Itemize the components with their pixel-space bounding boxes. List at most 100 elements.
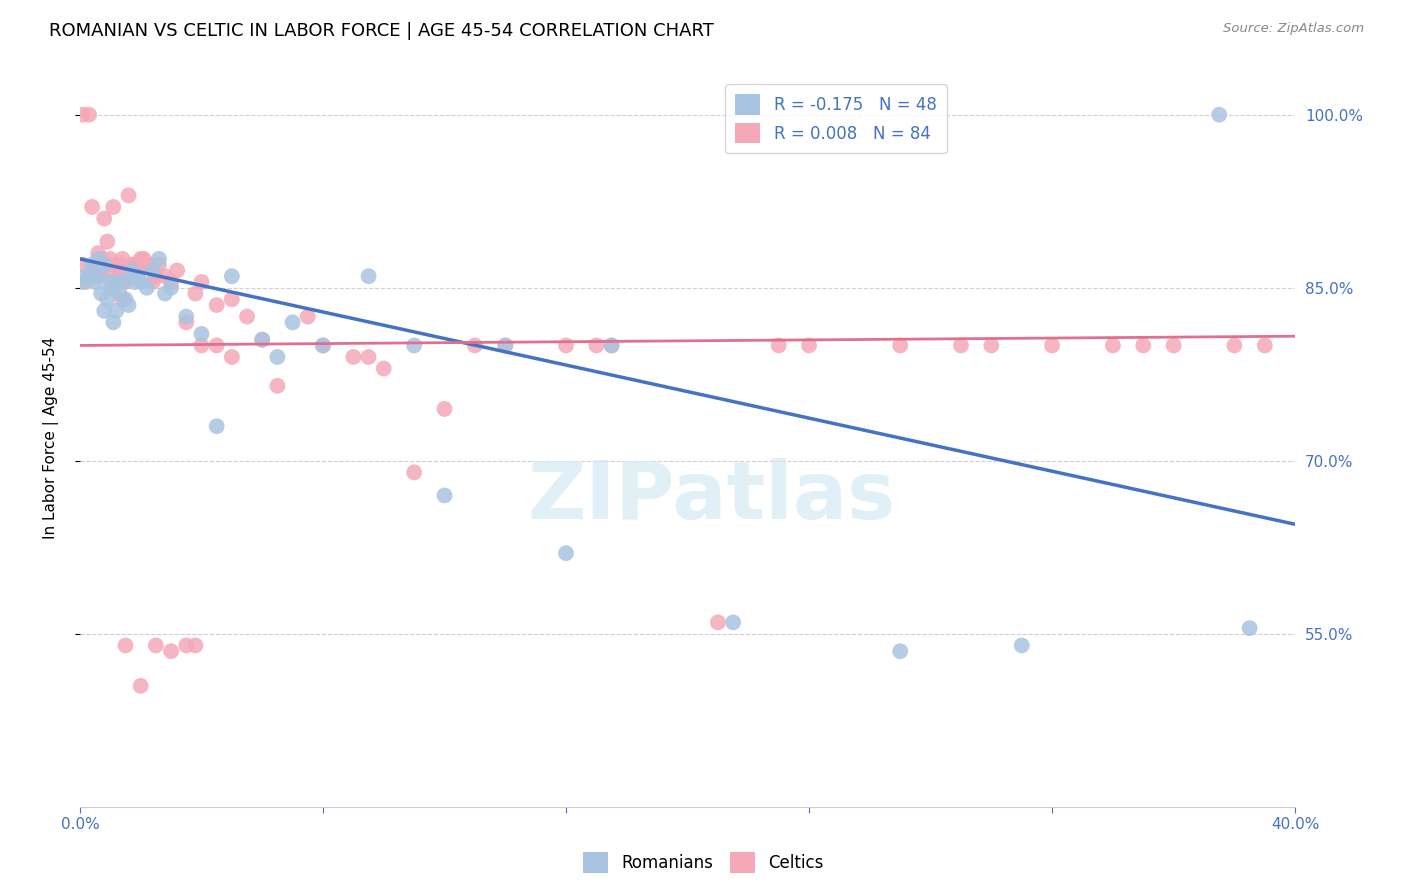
Y-axis label: In Labor Force | Age 45-54: In Labor Force | Age 45-54: [44, 336, 59, 539]
Point: [266, 379, 288, 393]
Point: [205, 298, 228, 312]
Point: [98, 252, 121, 266]
Point: [153, 269, 176, 284]
Point: [93, 258, 115, 272]
Point: [312, 338, 335, 352]
Point: [166, 263, 188, 277]
Point: [82, 269, 104, 284]
Point: [108, 258, 131, 272]
Point: [494, 338, 516, 352]
Point: [111, 293, 134, 307]
Point: [103, 200, 125, 214]
Point: [184, 286, 207, 301]
Point: [174, 310, 197, 324]
Point: [105, 258, 128, 272]
Point: [87, 269, 110, 284]
Point: [98, 269, 121, 284]
Point: [145, 639, 167, 653]
Point: [768, 338, 790, 352]
Point: [129, 275, 152, 289]
Point: [1239, 621, 1261, 635]
Point: [184, 639, 207, 653]
Point: [145, 269, 167, 284]
Point: [555, 338, 578, 352]
Point: [72, 275, 94, 289]
Point: [174, 315, 197, 329]
Legend: Romanians, Celtics: Romanians, Celtics: [576, 846, 830, 880]
Point: [373, 361, 395, 376]
Point: [114, 293, 136, 307]
Point: [103, 315, 125, 329]
Point: [160, 644, 183, 658]
Point: [153, 286, 176, 301]
Point: [93, 258, 115, 272]
Point: [190, 275, 212, 289]
Point: [148, 252, 170, 266]
Point: [84, 258, 107, 272]
Point: [129, 679, 152, 693]
Point: [404, 338, 426, 352]
Point: [124, 275, 146, 289]
Point: [600, 338, 623, 352]
Point: [357, 269, 380, 284]
Point: [105, 258, 128, 272]
Point: [707, 615, 730, 630]
Point: [281, 315, 304, 329]
Point: [105, 275, 128, 289]
Point: [105, 303, 128, 318]
Point: [135, 281, 157, 295]
Point: [252, 333, 274, 347]
Point: [433, 401, 456, 416]
Point: [1102, 338, 1125, 352]
Point: [221, 350, 243, 364]
Point: [135, 258, 157, 272]
Point: [114, 263, 136, 277]
Point: [114, 275, 136, 289]
Point: [297, 310, 319, 324]
Point: [129, 252, 152, 266]
Point: [93, 211, 115, 226]
Point: [84, 275, 107, 289]
Point: [96, 293, 118, 307]
Point: [77, 108, 100, 122]
Point: [1223, 338, 1246, 352]
Point: [98, 281, 121, 295]
Point: [77, 269, 100, 284]
Point: [148, 258, 170, 272]
Point: [266, 350, 288, 364]
Point: [494, 338, 516, 352]
Point: [1208, 108, 1230, 122]
Point: [93, 303, 115, 318]
Point: [127, 263, 149, 277]
Point: [111, 252, 134, 266]
Point: [72, 258, 94, 272]
Point: [82, 258, 104, 272]
Point: [111, 275, 134, 289]
Point: [404, 466, 426, 480]
Point: [174, 639, 197, 653]
Point: [72, 108, 94, 122]
Point: [96, 258, 118, 272]
Point: [103, 281, 125, 295]
Point: [127, 269, 149, 284]
Point: [124, 258, 146, 272]
Point: [433, 488, 456, 502]
Point: [98, 275, 121, 289]
Point: [342, 350, 364, 364]
Point: [82, 200, 104, 214]
Text: ZIPatlas: ZIPatlas: [527, 458, 896, 536]
Point: [160, 281, 183, 295]
Point: [1040, 338, 1063, 352]
Point: [357, 350, 380, 364]
Point: [142, 263, 165, 277]
Point: [205, 419, 228, 434]
Point: [108, 286, 131, 301]
Point: [1132, 338, 1154, 352]
Point: [585, 338, 607, 352]
Point: [797, 338, 820, 352]
Point: [160, 275, 183, 289]
Point: [139, 258, 162, 272]
Point: [77, 269, 100, 284]
Point: [84, 269, 107, 284]
Point: [87, 252, 110, 266]
